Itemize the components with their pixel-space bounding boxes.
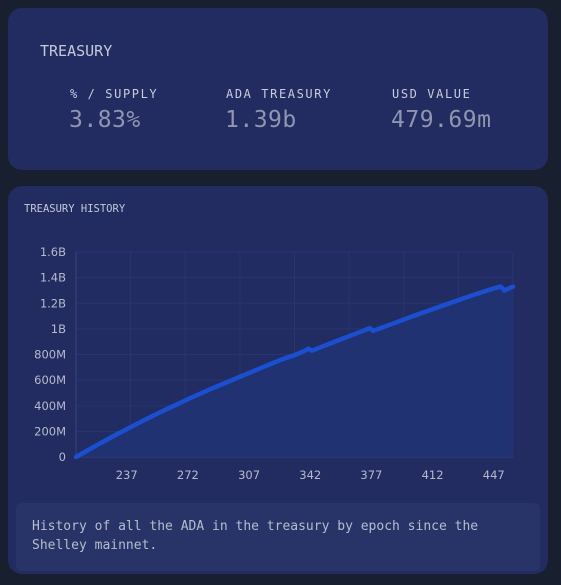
x-tick-label: 412: [422, 468, 444, 482]
treasury-card: TREASURY % / SUPPLY 3.83% ADA TREASURY 1…: [8, 8, 548, 170]
description-text: History of all the ADA in the treasury b…: [32, 519, 479, 553]
y-tick-label: 200M: [34, 424, 66, 438]
supply-percent-value: 3.83%: [69, 107, 141, 133]
ada-treasury-label: ADA TREASURY: [226, 87, 332, 101]
usd-value-label: USD VALUE: [392, 87, 472, 101]
y-tick-label: 800M: [34, 348, 66, 362]
treasury-history-title: TREASURY HISTORY: [24, 203, 126, 215]
description-box: History of all the ADA in the treasury b…: [16, 503, 540, 571]
y-tick-label: 1.2B: [40, 296, 66, 310]
treasury-area-fill: [76, 286, 513, 457]
y-tick-label: 1B: [51, 322, 66, 336]
x-tick-label: 237: [116, 468, 138, 482]
x-tick-label: 447: [483, 468, 505, 482]
treasury-history-chart: 0 200M 400M 600M 800M 1B 1.2B 1.4B 1.6B 237 272 307…: [34, 245, 516, 482]
x-tick-label: 307: [238, 468, 260, 482]
y-tick-label: 1.6B: [40, 245, 66, 259]
x-tick-label: 377: [360, 468, 382, 482]
y-tick-label: 1.4B: [40, 271, 66, 285]
x-tick-label: 342: [299, 468, 321, 482]
y-tick-label: 600M: [34, 373, 66, 387]
y-tick-label: 0: [59, 450, 66, 464]
treasury-title: TREASURY: [40, 42, 113, 60]
x-tick-label: 272: [177, 468, 199, 482]
treasury-history-card: TREASURY HISTORY 0 200M 400M 600M 800M 1B 1.2B…: [8, 186, 548, 574]
supply-percent-label: % / SUPPLY: [70, 87, 159, 101]
usd-value-value: 479.69m: [391, 107, 492, 133]
treasury-line-series: [73, 284, 516, 460]
ada-treasury-value: 1.39b: [225, 107, 297, 133]
y-tick-label: 400M: [34, 399, 66, 413]
